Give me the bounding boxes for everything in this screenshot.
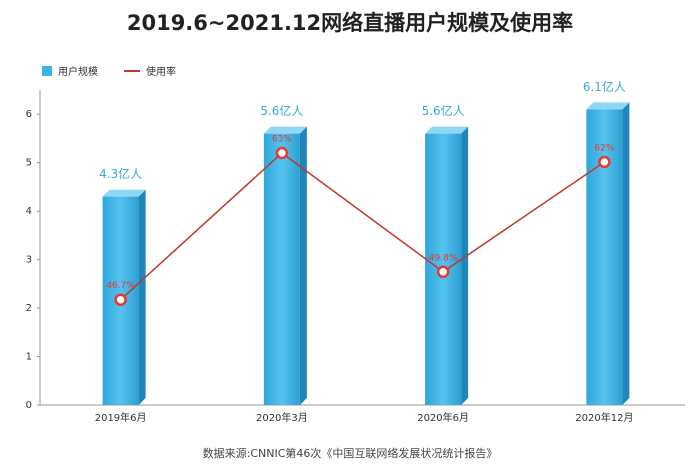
y-tick-label: 0 bbox=[26, 400, 32, 411]
usage-point bbox=[114, 293, 127, 306]
usage-point bbox=[275, 146, 289, 160]
bar bbox=[586, 109, 623, 405]
bar-value-label: 5.6亿人 bbox=[422, 103, 465, 118]
x-tick-label: 2019年6月 bbox=[95, 411, 147, 424]
bar-value-label: 5.6亿人 bbox=[260, 103, 303, 118]
bar bbox=[263, 133, 300, 405]
usage-value-label: 46.7% bbox=[106, 281, 135, 291]
legend-label: 用户规模 bbox=[58, 65, 98, 78]
x-tick-label: 2020年6月 bbox=[417, 411, 469, 424]
bar-top bbox=[586, 102, 630, 110]
chart-title: 2019.6~2021.12网络直播用户规模及使用率 bbox=[127, 11, 573, 35]
y-tick-label: 2 bbox=[26, 303, 32, 314]
bar-side bbox=[138, 189, 146, 405]
usage-point bbox=[436, 265, 450, 279]
y-tick-label: 4 bbox=[26, 206, 32, 217]
x-tick-label: 2020年12月 bbox=[575, 411, 633, 424]
bar-top bbox=[263, 126, 307, 134]
source-note: 数据来源:CNNIC第46次《中国互联网络发展状况统计报告》 bbox=[203, 446, 498, 460]
bar-side bbox=[622, 102, 630, 405]
usage-line bbox=[120, 152, 605, 301]
usage-value-label: 49.8% bbox=[429, 253, 458, 263]
usage-point bbox=[598, 155, 611, 169]
bar-value-label: 6.1亿人 bbox=[583, 79, 626, 94]
bar-value-label: 4.3亿人 bbox=[99, 166, 142, 181]
usage-value-label: 62% bbox=[594, 144, 614, 154]
y-tick-label: 1 bbox=[26, 352, 32, 363]
bar-side bbox=[461, 126, 469, 405]
x-tick-label: 2020年3月 bbox=[256, 411, 308, 424]
legend-swatch bbox=[42, 66, 52, 76]
legend-label: 使用率 bbox=[146, 65, 176, 78]
y-tick-label: 5 bbox=[26, 158, 32, 169]
bar-side bbox=[299, 126, 307, 405]
bar-top bbox=[425, 126, 469, 134]
y-tick-label: 6 bbox=[26, 109, 32, 120]
y-tick-label: 3 bbox=[26, 255, 32, 266]
usage-value-label: 63% bbox=[272, 135, 292, 145]
bar-top bbox=[102, 189, 146, 197]
